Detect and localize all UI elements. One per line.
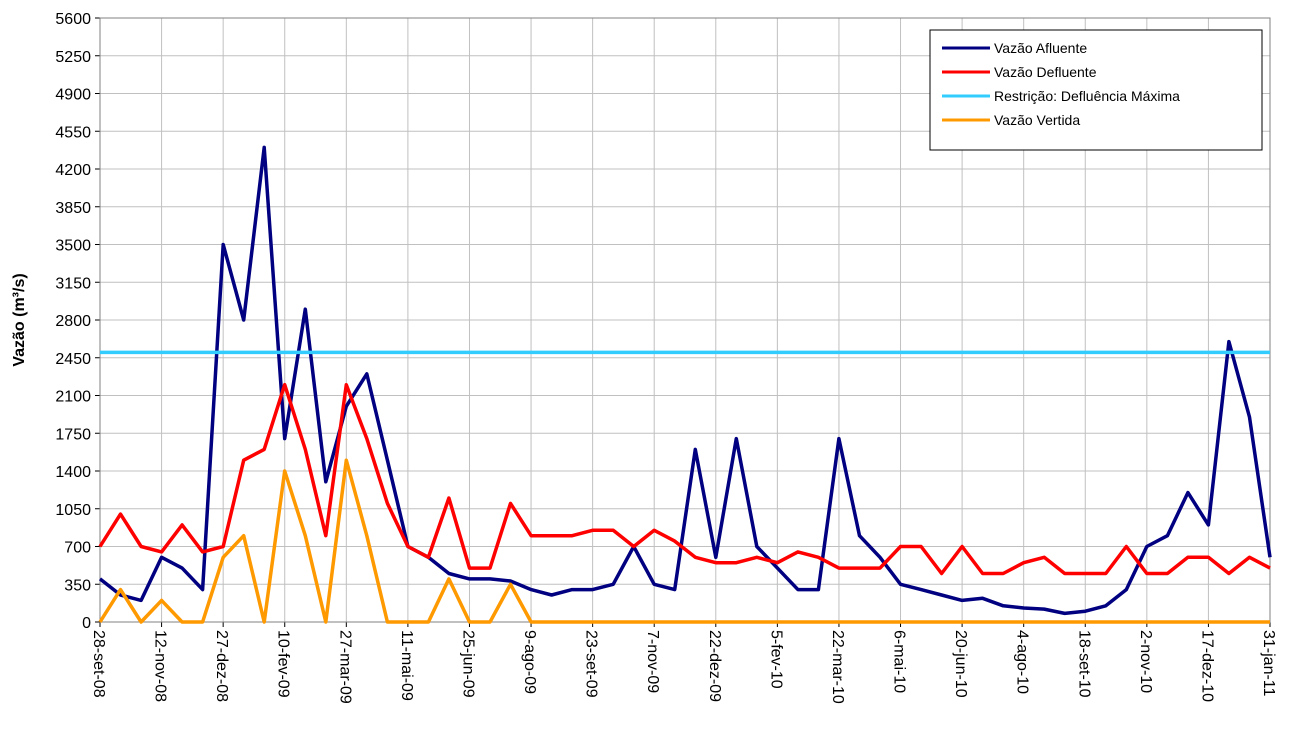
y-axis-label: Vazão (m³/s) <box>11 273 28 366</box>
y-tick-label: 4550 <box>55 124 91 141</box>
y-tick-label: 1400 <box>55 464 91 481</box>
x-tick-label: 22-mar-10 <box>829 630 846 704</box>
series-line <box>98 145 1272 616</box>
x-tick-label: 17-dez-10 <box>1198 630 1215 702</box>
x-tick-label: 6-mai-10 <box>891 630 908 693</box>
x-tick-label: 25-jun-09 <box>459 630 476 698</box>
series-line <box>98 382 1271 576</box>
x-tick-label: 9-ago-09 <box>521 630 538 694</box>
y-tick-label: 5600 <box>55 11 91 28</box>
y-tick-label: 3850 <box>55 200 91 217</box>
x-tick-label: 2-nov-10 <box>1137 630 1154 693</box>
y-tick-label: 3500 <box>55 238 91 255</box>
legend: Vazão Afluente Vazão Defluente Restrição: … <box>929 29 1263 151</box>
x-tick-label: 11-mai-09 <box>398 630 415 701</box>
x-tick-label: 31-jan-11 <box>1260 630 1277 697</box>
legend-label: Vazão Afluente <box>994 40 1087 56</box>
legend-label: Restrição: Defluência Máxima <box>994 88 1180 104</box>
legend-box <box>929 29 1263 151</box>
x-tick-label: 5-fev-10 <box>767 630 784 689</box>
y-tick-label: 3150 <box>55 275 91 292</box>
x-tick-label: 23-set-09 <box>583 630 600 698</box>
x-tick-label: 4-ago-10 <box>1014 630 1031 694</box>
legend-label: Vazão Vertida <box>994 112 1080 128</box>
x-tick-label: 22-dez-09 <box>706 630 723 702</box>
y-tick-label: 2100 <box>55 389 91 406</box>
y-tick-label: 0 <box>82 615 91 632</box>
x-tick-label: 7-nov-09 <box>644 630 661 693</box>
y-tick-label: 2800 <box>55 313 91 330</box>
x-tick-label: 18-set-10 <box>1075 630 1092 698</box>
y-tick-label: 700 <box>64 540 91 557</box>
y-tick-label: 1050 <box>55 502 91 519</box>
y-tick-label: 1750 <box>55 426 91 443</box>
x-tick-label: 27-mar-09 <box>336 630 353 704</box>
x-tick-label: 12-nov-08 <box>152 630 169 702</box>
y-tick-label: 4900 <box>55 87 91 104</box>
y-tick-label: 2450 <box>55 351 91 368</box>
x-tick-label: 27-dez-08 <box>213 630 230 702</box>
series-line <box>98 458 1270 624</box>
y-tick-label: 5250 <box>55 49 91 66</box>
y-tick-label: 350 <box>64 577 91 594</box>
x-tick-label: 28-set-08 <box>90 630 107 698</box>
x-tick-label: 10-fev-09 <box>275 630 292 698</box>
legend-label: Vazão Defluente <box>994 64 1097 80</box>
x-tick-label: 20-jun-10 <box>952 630 969 698</box>
y-tick-label: 4200 <box>55 162 91 179</box>
